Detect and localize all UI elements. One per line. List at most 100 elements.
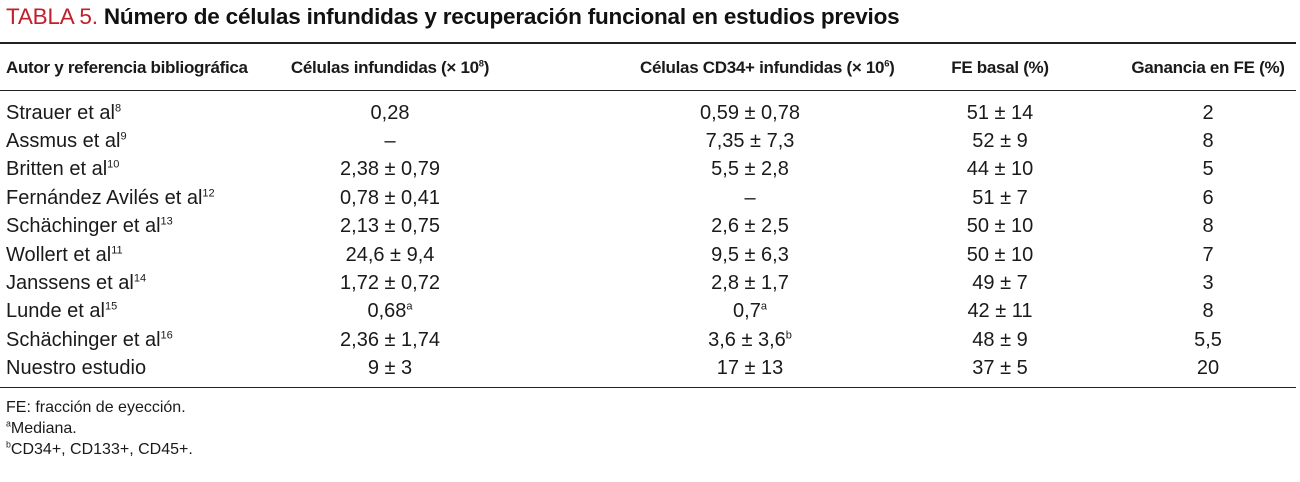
cell-text-superscript: 12 <box>202 187 215 200</box>
cell-content: 3 <box>1202 272 1213 294</box>
author-cell: Fernández Avilés et al12 <box>0 184 220 212</box>
cell-content: 7 <box>1202 244 1213 266</box>
cell-text: 20 <box>1196 357 1220 380</box>
cell-content: Schächinger et al13 <box>6 215 173 237</box>
value-cell: 9,5 ± 6,3 <box>640 241 860 269</box>
cell-text-superscript: a <box>406 300 413 313</box>
value-cell: 44 ± 10 <box>860 156 1060 184</box>
author-cell: Britten et al10 <box>0 156 220 184</box>
value-cell: 0,68a <box>220 298 640 326</box>
value-cell: 8 <box>1060 298 1296 326</box>
footnote-text: FE: fracción de eyección. <box>6 399 186 416</box>
cell-text: 3 <box>1202 272 1214 295</box>
cell-content: 8 <box>1202 215 1213 237</box>
cell-text: 51 ± 14 <box>966 101 1034 124</box>
cell-content: 17 ± 13 <box>717 357 784 379</box>
value-cell: – <box>640 184 860 212</box>
cell-text-superscript: 9 <box>120 130 127 143</box>
cell-content: Strauer et al8 <box>6 102 121 124</box>
cell-text: 0,78 ± 0,41 <box>340 186 440 209</box>
table-row: Schächinger et al13 2,13 ± 0,75 2,6 ± 2,5 5… <box>0 213 1296 241</box>
author-cell: Nuestro estudio <box>0 355 220 383</box>
table-footnotes: FE: fracción de eyección. aMediana. bCD34+… <box>6 397 193 460</box>
value-cell: 2,13 ± 0,75 <box>220 213 640 241</box>
value-cell: 0,78 ± 0,41 <box>220 184 640 212</box>
cell-text-superscript: a <box>760 300 767 313</box>
cell-text-superscript: 10 <box>107 158 120 171</box>
cell-content: 0,59 ± 0,78 <box>700 102 800 124</box>
cell-content: – <box>744 187 755 209</box>
table-body: Strauer et al8 0,28 0,59 ± 0,78 51 ± 14 2 Ass… <box>0 90 1296 383</box>
table-row: Strauer et al8 0,28 0,59 ± 0,78 51 ± 14 2 <box>0 90 1296 127</box>
value-cell: 2,6 ± 2,5 <box>640 213 860 241</box>
value-cell: 51 ± 14 <box>860 90 1060 127</box>
cell-content: 7,35 ± 7,3 <box>706 130 795 152</box>
cell-text: 51 ± 7 <box>972 186 1028 209</box>
table-title: TABLA 5. Número de células infundidas y … <box>6 4 900 30</box>
footnote-marker: b <box>6 439 11 450</box>
cell-content: 37 ± 5 <box>972 357 1027 379</box>
value-cell: 52 ± 9 <box>860 127 1060 155</box>
cell-content: 3,6 ± 3,6b <box>708 329 792 351</box>
cell-content: 48 ± 9 <box>972 329 1027 351</box>
cell-text-superscript: b <box>785 329 792 342</box>
cell-text: 37 ± 5 <box>972 357 1028 380</box>
cell-content: 2,8 ± 1,7 <box>711 272 789 294</box>
cell-text: 0,28 <box>370 101 410 124</box>
cell-content: 2 <box>1202 102 1213 124</box>
value-cell: 1,72 ± 0,72 <box>220 269 640 297</box>
cell-text: 17 ± 13 <box>716 357 784 380</box>
value-cell: 7 <box>1060 241 1296 269</box>
column-header-text-superscript: 6 <box>884 58 890 69</box>
cell-text: 2 <box>1202 101 1214 124</box>
cell-content: 52 ± 9 <box>972 130 1027 152</box>
cell-text-superscript: 16 <box>160 329 173 342</box>
cell-content: 2,13 ± 0,75 <box>340 215 440 237</box>
value-cell: 42 ± 11 <box>860 298 1060 326</box>
cell-content: Janssens et al14 <box>6 272 146 294</box>
table-header: Autor y referencia bibliográfica Células … <box>0 46 1296 90</box>
cell-content: Nuestro estudio <box>6 357 146 379</box>
column-header-text: FE basal (%) <box>951 58 1049 77</box>
author-cell: Lunde et al15 <box>0 298 220 326</box>
table-row: Britten et al10 2,38 ± 0,79 5,5 ± 2,8 44 ± … <box>0 156 1296 184</box>
footnote: bCD34+, CD133+, CD45+. <box>6 439 193 460</box>
cell-content: 2,6 ± 2,5 <box>711 215 789 237</box>
value-cell: 5 <box>1060 156 1296 184</box>
column-header-text-suffix: ) <box>889 58 895 77</box>
cell-content: 1,72 ± 0,72 <box>340 272 440 294</box>
cell-content: 20 <box>1197 357 1219 379</box>
value-cell: 20 <box>1060 355 1296 383</box>
cell-text: 0,68 <box>367 300 407 323</box>
table-row: Fernández Avilés et al12 0,78 ± 0,41 – 51 ±… <box>0 184 1296 212</box>
cell-text: 7,35 ± 7,3 <box>705 130 795 153</box>
cell-text: 52 ± 9 <box>972 130 1028 153</box>
cell-text: 8 <box>1202 300 1214 323</box>
footnote: aMediana. <box>6 418 193 439</box>
table-row: Nuestro estudio 9 ± 3 17 ± 13 37 ± 5 20 <box>0 355 1296 383</box>
cell-content: 5,5 ± 2,8 <box>711 158 789 180</box>
value-cell: 8 <box>1060 213 1296 241</box>
cell-content: 50 ± 10 <box>967 215 1034 237</box>
value-cell: 5,5 ± 2,8 <box>640 156 860 184</box>
cell-content: Assmus et al9 <box>6 130 127 152</box>
cell-text: 1,72 ± 0,72 <box>340 272 440 295</box>
cell-content: 50 ± 10 <box>967 244 1034 266</box>
cell-content: 51 ± 14 <box>967 102 1034 124</box>
cell-content: Schächinger et al16 <box>6 329 173 351</box>
cell-text: 5 <box>1202 158 1214 181</box>
cell-text: 8 <box>1202 130 1214 153</box>
cell-content: 0,7a <box>733 300 767 322</box>
footnote-marker: a <box>6 418 11 429</box>
cell-content: 0,28 <box>371 102 410 124</box>
value-cell: 50 ± 10 <box>860 241 1060 269</box>
top-rule <box>0 42 1296 44</box>
value-cell: 49 ± 7 <box>860 269 1060 297</box>
value-cell: 7,35 ± 7,3 <box>640 127 860 155</box>
cell-text: 50 ± 10 <box>966 243 1034 266</box>
cell-content: 51 ± 7 <box>972 187 1027 209</box>
value-cell: 0,7a <box>640 298 860 326</box>
value-cell: 51 ± 7 <box>860 184 1060 212</box>
column-header: Células infundidas (× 108) <box>180 46 600 90</box>
cell-text: Schächinger et al <box>6 215 161 238</box>
